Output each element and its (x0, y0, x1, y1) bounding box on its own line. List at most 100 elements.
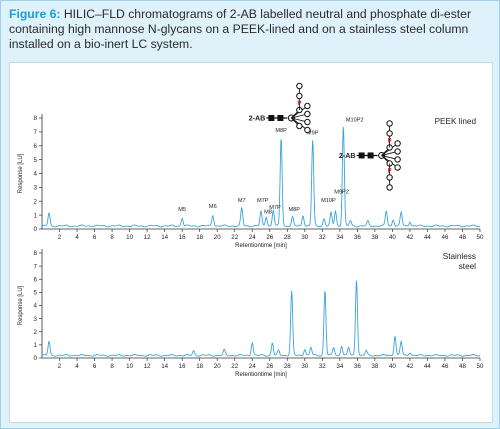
panel-2-x-tick-label: 4 (75, 363, 79, 370)
panel-1-x-tick-label: 46 (442, 234, 449, 241)
panel-2-x-tick-label: 2 (58, 363, 62, 370)
panel-1-peak-label: M7P (269, 205, 281, 211)
panel-1-peak-label: M8 (264, 210, 272, 216)
figure-label: Figure 6: (9, 7, 61, 21)
mannose-circle-icon (386, 130, 393, 137)
chromatogram-panel: 0 1 2 3 4 5 6 7 8 2 4 6 8 10 12 14 16 18 20 22 24 26 28 30 32 34 3… (9, 62, 493, 423)
panel-2-y-axis-label: Response [LU] (18, 285, 24, 325)
mannose-circle-icon (386, 184, 393, 191)
mannose-circle-icon (394, 156, 401, 163)
panel-1-x-tick-label: 38 (371, 234, 378, 241)
panel-2-x-tick-label: 46 (442, 363, 449, 370)
mannose-circle-icon (394, 148, 401, 155)
panel-2-panel-label: Stainless (443, 252, 476, 261)
panel-1-x-tick-label: 6 (93, 234, 97, 241)
panel-1-x-tick-label: 4 (75, 234, 79, 241)
panel-2-x-tick-label: 18 (196, 363, 203, 370)
panel-1-peak-label: M10P2 (346, 117, 364, 123)
phosphate-label: P (388, 168, 392, 174)
panel-1-y-tick-label: 7 (34, 129, 38, 136)
panel-1-peak-label: M7 (238, 198, 246, 204)
figure-caption: Figure 6: HILIC–FLD chromatograms of 2-A… (9, 7, 493, 52)
panel-1-y-axis-label: Response [LU] (18, 153, 24, 193)
panel-1-x-tick-label: 14 (161, 234, 168, 241)
panel-1-x-tick-label: 30 (301, 234, 308, 241)
panel-1-x-tick-label: 10 (126, 234, 133, 241)
mannose-circle-icon (304, 110, 311, 118)
mannose-circle-icon (304, 102, 311, 110)
panel-1-peak-label: M9P (307, 131, 319, 137)
panel-2-x-tick-label: 40 (389, 363, 396, 370)
panel-2-x-tick-label: 12 (144, 363, 151, 370)
panel-1-panel-label: PEEK lined (435, 117, 477, 126)
panel-2-x-tick-label: 16 (179, 363, 186, 370)
panel-1-peak-label: M6 (209, 204, 217, 210)
panel-2-x-tick-label: 28 (284, 363, 291, 370)
mannose-circle-icon (394, 164, 401, 171)
panel-2-panel-label: steel (459, 262, 476, 271)
panel-1-y-tick-label: 3 (34, 185, 38, 192)
panel-2-x-tick-label: 22 (231, 363, 238, 370)
panel-1-structure-label-2ab: 2-AB (339, 151, 356, 160)
mannose-circle-icon (296, 82, 303, 90)
panel-2-x-tick-label: 50 (477, 363, 484, 370)
panel-1-y-tick-label: 8 (34, 115, 38, 122)
panel-2-x-tick-label: 32 (319, 363, 326, 370)
panel-1-x-tick-label: 36 (354, 234, 361, 241)
panel-2-y-tick-label: 3 (34, 316, 38, 323)
panel-2-x-axis-label: Retentiontime [min] (235, 372, 287, 378)
figure-caption-text: HILIC–FLD chromatograms of 2-AB labelled… (9, 7, 472, 51)
panel-1-x-tick-label: 8 (110, 234, 114, 241)
panel-1-peak-label: M8P (275, 128, 287, 134)
panel-1-y-tick-label: 5 (34, 157, 38, 164)
panel-2-x-tick-label: 48 (459, 363, 466, 370)
panel-2-x-tick-label: 38 (371, 363, 378, 370)
panel-2-y-tick-label: 8 (34, 250, 38, 257)
panel-2-x-tick-label: 30 (301, 363, 308, 370)
panel-1-x-tick-label: 20 (214, 234, 221, 241)
panel-1-x-tick-label: 12 (144, 234, 151, 241)
panel-2-x-tick-label: 42 (406, 363, 413, 370)
panel-1-y-tick-label: 4 (34, 171, 38, 178)
mannose-circle-icon (296, 92, 303, 100)
panel-1-peak-label: M9P2 (334, 190, 349, 196)
panel-2-x-tick-label: 10 (126, 363, 133, 370)
panel-2-x-tick-label: 24 (249, 363, 256, 370)
panel-1-x-tick-label: 40 (389, 234, 396, 241)
panel-1-peak-label: M10P (321, 198, 336, 204)
panel-1-x-tick-label: 16 (179, 234, 186, 241)
panel-1-peak-label: M5 (178, 207, 186, 213)
panel-1-x-axis-label: Retentiontime [min] (235, 243, 287, 249)
phosphate-label: P (297, 101, 301, 107)
panel-2-x-tick-label: 6 (93, 363, 97, 370)
panel-1-peak-label: M8P (289, 207, 301, 213)
panel-2-x-tick-label: 14 (161, 363, 168, 370)
glcnac-square-icon (277, 115, 284, 121)
mannose-circle-icon (304, 118, 311, 126)
panel-1-x-tick-label: 2 (58, 234, 62, 241)
panel-1-y-tick-label: 2 (34, 198, 38, 205)
panel-1-x-tick-label: 42 (406, 234, 413, 241)
panel-2-y-tick-label: 0 (34, 355, 38, 362)
mannose-circle-icon (296, 122, 303, 130)
mannose-circle-icon (386, 120, 393, 127)
panel-1-y-tick-label: 1 (34, 212, 38, 219)
glcnac-square-icon (358, 152, 365, 159)
mannose-circle-icon (394, 140, 401, 147)
panel-2-y-tick-label: 1 (34, 342, 38, 349)
glcnac-square-icon (268, 115, 275, 121)
panel-1-x-tick-label: 50 (477, 234, 484, 241)
panel-1-x-tick-label: 26 (266, 234, 273, 241)
mannose-circle-icon (304, 126, 311, 134)
panel-1-x-tick-label: 48 (459, 234, 466, 241)
panel-2-x-tick-label: 36 (354, 363, 361, 370)
panel-2-x-tick-label: 44 (424, 363, 431, 370)
panel-1-x-tick-label: 34 (336, 234, 343, 241)
panel-1-x-tick-label: 32 (319, 234, 326, 241)
panel-2-y-tick-label: 5 (34, 290, 38, 297)
panel-2-chromatogram-trace (41, 280, 481, 357)
mannose-circle-icon (386, 174, 393, 181)
panel-1-x-tick-label: 24 (249, 234, 256, 241)
